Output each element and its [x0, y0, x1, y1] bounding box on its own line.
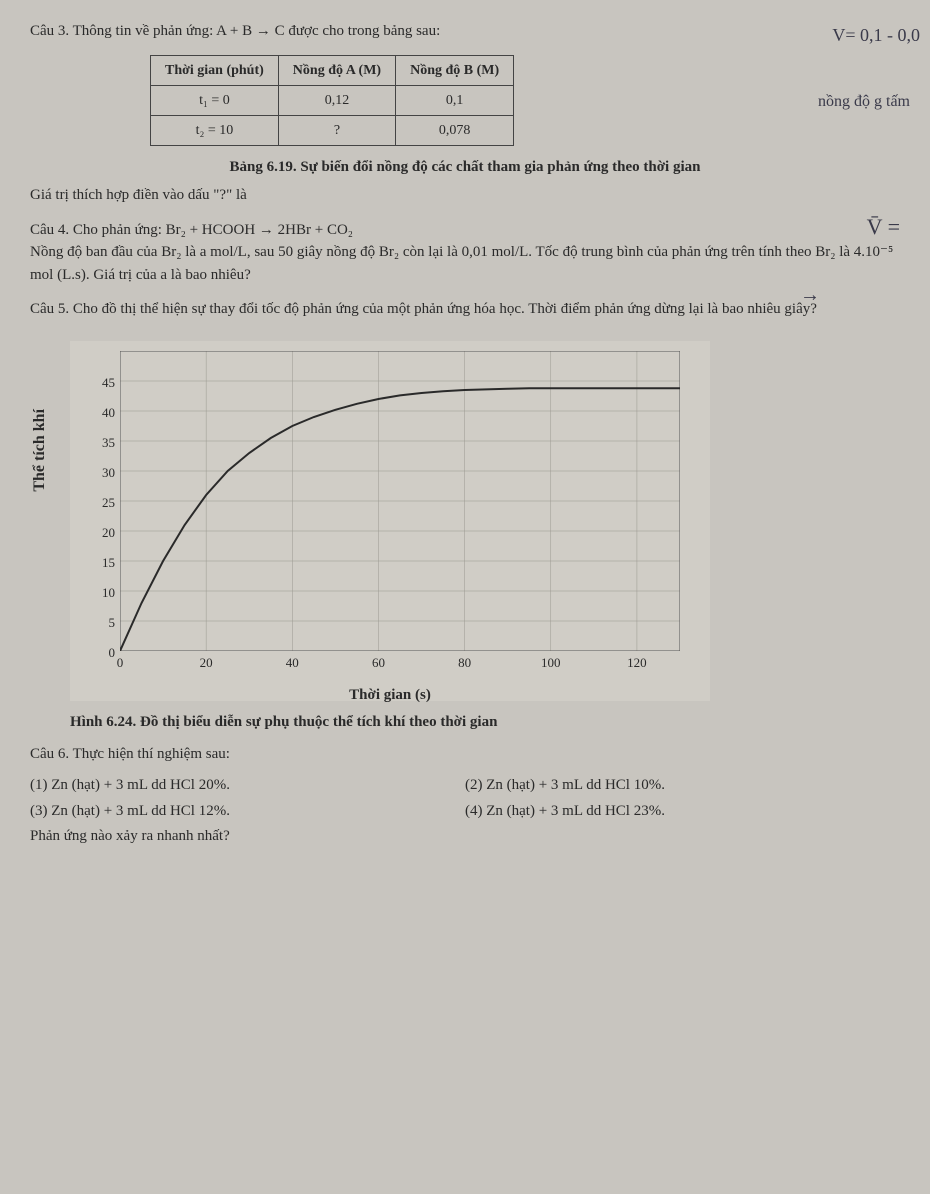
- ytick-label: 45: [90, 373, 115, 393]
- ytick-label: 30: [90, 463, 115, 483]
- table-row: t₁ = 0 0,12 0,1: [151, 85, 514, 115]
- handwriting-3: V̄ =: [867, 210, 900, 243]
- xtick-label: 100: [541, 653, 561, 673]
- col-conc-a: Nồng độ A (M): [278, 55, 395, 85]
- xtick-label: 20: [200, 653, 213, 673]
- volume-time-chart: Thể tích khí 051015202530354045 02040608…: [70, 341, 710, 701]
- chart-svg: [120, 351, 680, 651]
- xtick-label: 120: [627, 653, 647, 673]
- q6-options: (1) Zn (hạt) + 3 mL dd HCl 20%. (2) Zn (…: [30, 772, 900, 825]
- q3-text: Câu 3. Thông tin về phản ứng: A + B → C …: [30, 23, 440, 39]
- handwriting-4: →: [800, 280, 820, 310]
- q6-text: Câu 6. Thực hiện thí nghiệm sau:: [30, 743, 900, 766]
- question-5: Câu 5. Cho đồ thị thể hiện sự thay đổi t…: [30, 298, 900, 321]
- ytick-label: 20: [90, 523, 115, 543]
- xtick-label: 40: [286, 653, 299, 673]
- ytick-label: 35: [90, 433, 115, 453]
- table-header-row: Thời gian (phút) Nồng độ A (M) Nồng độ B…: [151, 55, 514, 85]
- handwriting-2: nồng độ g tấm: [818, 90, 910, 114]
- ytick-label: 5: [90, 613, 115, 633]
- q4-line2: Nồng độ ban đầu của Br₂ là a mol/L, sau …: [30, 241, 900, 286]
- figure-caption: Hình 6.24. Đồ thị biểu diễn sự phụ thuộc…: [70, 711, 900, 734]
- xtick-label: 60: [372, 653, 385, 673]
- option-2: (2) Zn (hạt) + 3 mL dd HCl 10%.: [465, 772, 900, 799]
- xtick-label: 80: [458, 653, 471, 673]
- table-caption: Bảng 6.19. Sự biến đổi nồng độ các chất …: [30, 156, 900, 179]
- option-1: (1) Zn (hạt) + 3 mL dd HCl 20%.: [30, 772, 465, 799]
- xtick-label: 0: [117, 653, 124, 673]
- col-conc-b: Nồng độ B (M): [396, 55, 514, 85]
- ytick-label: 40: [90, 403, 115, 423]
- option-3: (3) Zn (hạt) + 3 mL dd HCl 12%.: [30, 798, 465, 825]
- question-3: Câu 3. Thông tin về phản ứng: A + B → C …: [30, 20, 900, 43]
- data-table: Thời gian (phút) Nồng độ A (M) Nồng độ B…: [150, 55, 514, 146]
- question-4: Câu 4. Cho phản ứng: Br₂ + HCOOH → 2HBr …: [30, 219, 900, 287]
- ytick-label: 15: [90, 553, 115, 573]
- chart-ylabel: Thể tích khí: [28, 408, 52, 491]
- q4-line1: Câu 4. Cho phản ứng: Br₂ + HCOOH → 2HBr …: [30, 219, 900, 242]
- table-row: t₂ = 10 ? 0,078: [151, 115, 514, 145]
- chart-xlabel: Thời gian (s): [349, 684, 431, 707]
- col-time: Thời gian (phút): [151, 55, 279, 85]
- option-4: (4) Zn (hạt) + 3 mL dd HCl 23%.: [465, 798, 900, 825]
- ytick-label: 25: [90, 493, 115, 513]
- ytick-label: 0: [90, 643, 115, 663]
- question-6: Câu 6. Thực hiện thí nghiệm sau: (1) Zn …: [30, 743, 900, 847]
- ytick-label: 10: [90, 583, 115, 603]
- q3-subquestion: Giá trị thích hợp điền vào dấu "?" là: [30, 184, 900, 207]
- handwriting-1: V= 0,1 - 0,0: [832, 22, 920, 49]
- q6-sub: Phản ứng nào xảy ra nhanh nhất?: [30, 825, 900, 848]
